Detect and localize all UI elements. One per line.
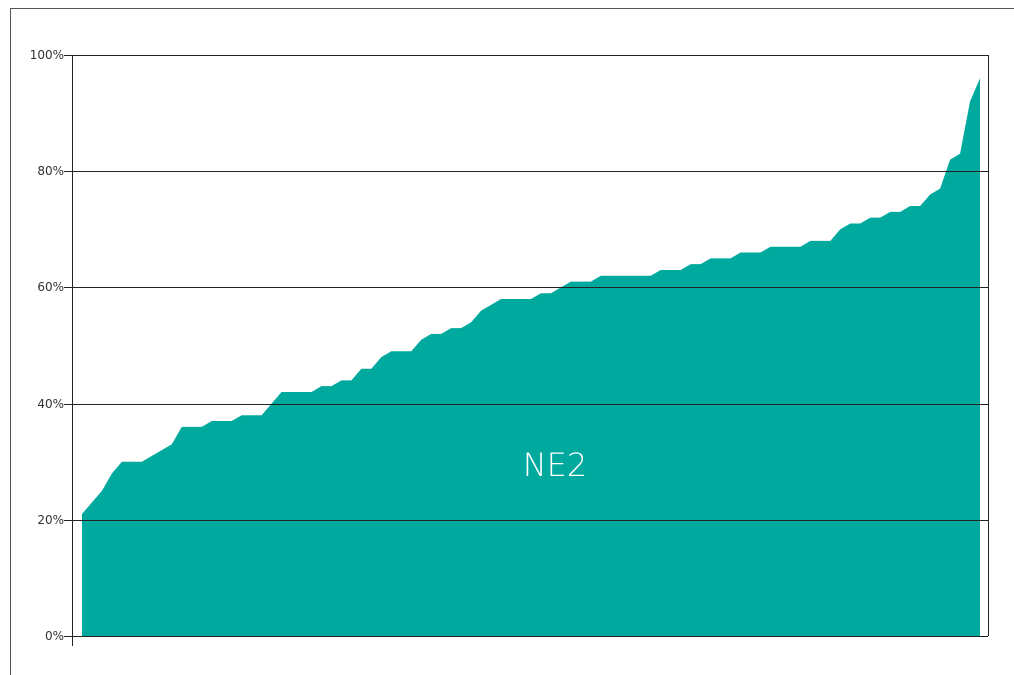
area <box>82 78 980 637</box>
y-tick-label: 0% <box>45 629 64 643</box>
y-tick-label: 20% <box>37 513 64 527</box>
y-tick-label: 80% <box>37 164 64 178</box>
y-tick-label: 60% <box>37 280 64 294</box>
y-tick-label: 100% <box>30 48 64 62</box>
series-label: NE2 <box>523 446 588 484</box>
y-tick-label: 40% <box>37 397 64 411</box>
